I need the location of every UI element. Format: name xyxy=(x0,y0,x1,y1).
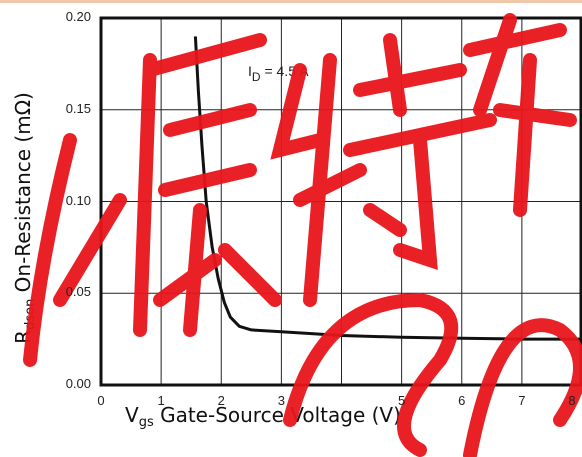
y-tick-label: 0.00 xyxy=(65,376,91,391)
y-axis-label-rest: On-Resistance (mΩ) xyxy=(11,92,35,299)
current-annotation: ID = 4.5 A xyxy=(248,63,309,84)
annotation-rest: = 4.5 A xyxy=(260,63,309,79)
top-rule xyxy=(0,0,582,3)
y-axis-label: Rdson On-Resistance (mΩ) xyxy=(11,92,38,344)
y-tick-label: 0.05 xyxy=(65,284,91,300)
x-tick-label: 7 xyxy=(518,393,526,408)
x-tick-label: 8 xyxy=(568,393,576,408)
x-tick-label: 6 xyxy=(458,393,466,408)
y-tick-label: 0.15 xyxy=(65,100,91,116)
x-tick-label: 3 xyxy=(277,393,285,408)
y-axis-label-sub: dson xyxy=(23,298,38,330)
x-tick-label: 2 xyxy=(217,393,225,408)
x-tick-label: 0 xyxy=(97,393,105,408)
y-tick-label: 0.10 xyxy=(65,192,91,208)
y-tick-label: 0.20 xyxy=(65,9,91,24)
x-tick-label: 1 xyxy=(157,393,165,408)
x-axis-label-main: V xyxy=(125,403,139,427)
y-axis-label-main: R xyxy=(11,329,35,344)
x-axis-label-sub: gs xyxy=(138,415,154,430)
x-tick-label: 5 xyxy=(398,393,406,408)
annotation-sub: D xyxy=(251,70,261,84)
